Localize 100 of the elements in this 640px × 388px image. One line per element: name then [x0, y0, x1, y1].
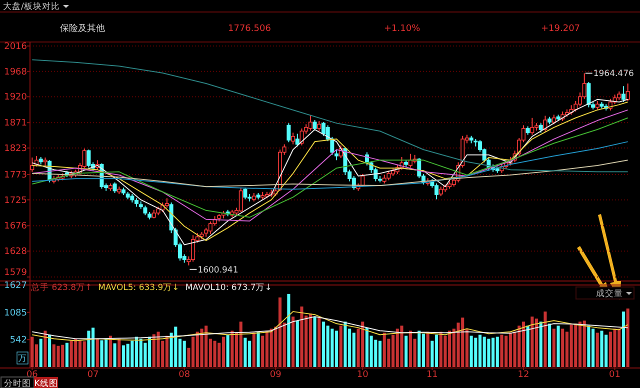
- candlestick: [608, 98, 612, 111]
- y-axis-title: 万: [18, 354, 27, 364]
- bar: [344, 322, 347, 367]
- candlestick: [521, 124, 526, 143]
- bar: [561, 328, 564, 367]
- y-tick-label: 1920: [4, 92, 28, 103]
- bar: [400, 326, 404, 367]
- candlestick: [286, 122, 291, 143]
- bar: [226, 334, 230, 367]
- candlestick: [582, 72, 586, 100]
- candlestick: [312, 120, 317, 132]
- bar: [200, 328, 204, 367]
- candlestick: [282, 144, 286, 156]
- annotation: 1964.476: [593, 69, 634, 80]
- bar: [82, 341, 86, 367]
- x-tick-label: 08: [178, 370, 190, 380]
- bar: [130, 340, 134, 367]
- bar: [548, 324, 552, 367]
- candlestick: [86, 149, 91, 168]
- bar: [570, 324, 573, 367]
- bar: [87, 330, 90, 367]
- bar: [422, 334, 425, 367]
- bar: [382, 332, 386, 367]
- candlestick: [164, 198, 169, 208]
- bar: [108, 336, 112, 367]
- bar: [574, 324, 578, 367]
- bar: [482, 336, 486, 367]
- bar: [318, 318, 321, 367]
- bar: [578, 322, 582, 367]
- bar: [487, 338, 490, 367]
- bar: [613, 328, 616, 367]
- bar: [296, 320, 299, 367]
- candlestick: [186, 256, 191, 266]
- bar: [470, 336, 473, 367]
- bar: [618, 328, 621, 367]
- bar: [139, 338, 142, 367]
- x-tick-label: 11: [426, 370, 438, 380]
- bar: [496, 336, 499, 367]
- candlestick: [195, 232, 200, 244]
- bar: [48, 334, 52, 367]
- candlestick: [304, 124, 308, 134]
- bar: [39, 338, 42, 367]
- bar: [44, 330, 47, 367]
- bar: [556, 326, 560, 367]
- bar: [439, 332, 442, 367]
- x-tick-label: 10: [356, 370, 369, 380]
- bar: [126, 344, 130, 367]
- bar: [300, 306, 304, 367]
- candlestick: [574, 100, 578, 112]
- x-tick-label: 01: [609, 370, 621, 380]
- bar: [270, 328, 273, 367]
- bar: [222, 336, 225, 367]
- bar: [292, 316, 295, 367]
- candlestick: [191, 234, 196, 262]
- candlestick: [478, 140, 482, 152]
- bar: [30, 336, 34, 367]
- bar: [582, 320, 586, 367]
- bar: [256, 332, 260, 367]
- bar: [500, 334, 504, 367]
- candlestick: [586, 81, 591, 108]
- candlestick: [552, 114, 556, 125]
- bar: [596, 332, 599, 367]
- candlestick: [334, 149, 339, 161]
- bar: [374, 340, 378, 367]
- bar: [78, 340, 82, 367]
- candlestick: [82, 148, 86, 169]
- bar: [308, 314, 312, 367]
- text: +1.10%: [384, 24, 421, 34]
- bar: [182, 340, 186, 367]
- bar: [352, 332, 356, 367]
- candlestick: [348, 169, 352, 182]
- y-tick-label: 1579: [4, 268, 28, 278]
- bar: [70, 340, 73, 367]
- y-tick-label: 1085: [4, 308, 27, 318]
- candlestick: [434, 182, 439, 200]
- bar: [74, 338, 78, 367]
- y-tick-label: 1725: [4, 196, 27, 206]
- bar: [113, 343, 116, 367]
- text: +19.207: [541, 24, 580, 34]
- text: MAVOL5: 633.9万↓: [98, 283, 180, 293]
- x-tick-label: 06: [26, 370, 38, 380]
- candlestick: [530, 117, 534, 136]
- y-tick-label: 2016: [4, 42, 28, 52]
- annotation: 1600.941: [198, 265, 238, 276]
- bar: [474, 338, 478, 367]
- y-tick-label: 1968: [4, 67, 28, 78]
- bar: [239, 322, 242, 367]
- text: MAVOL10: 673.7万↓: [185, 283, 272, 293]
- bar: [522, 322, 525, 367]
- text: 1776.506: [228, 24, 272, 34]
- candlestick: [178, 242, 182, 262]
- chart-title: 保险及其他: [60, 23, 105, 34]
- candlestick: [543, 115, 548, 132]
- bar: [100, 340, 104, 367]
- candlestick: [438, 186, 443, 197]
- bar: [313, 316, 316, 367]
- text: 分时图: [4, 378, 31, 388]
- bar: [339, 326, 342, 367]
- bar: [418, 330, 421, 367]
- candlestick: [291, 132, 296, 145]
